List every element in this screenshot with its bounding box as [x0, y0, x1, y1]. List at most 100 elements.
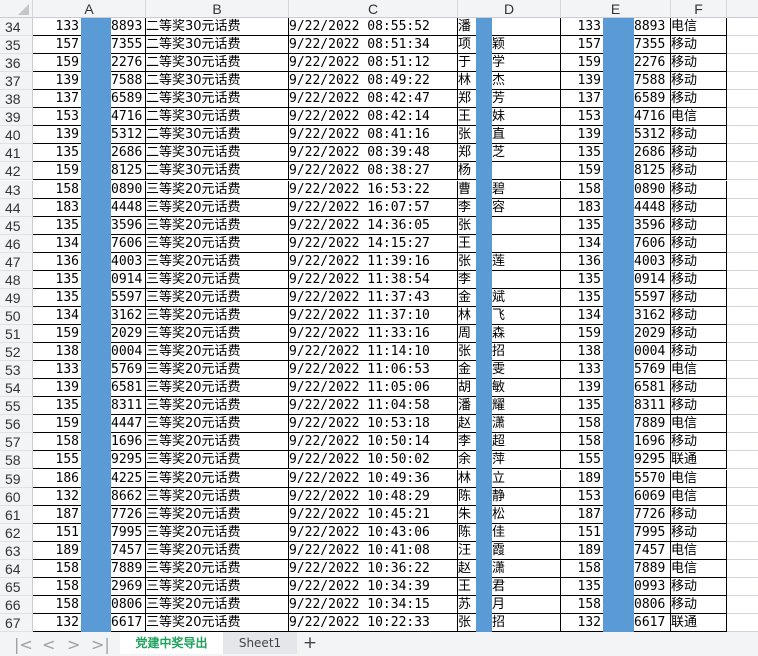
- carrier-cell[interactable]: 移动: [671, 126, 727, 145]
- phone-suffix-e[interactable]: 7588: [634, 72, 671, 91]
- prize-cell[interactable]: 三等奖20元话费: [146, 559, 289, 578]
- prize-cell[interactable]: 二等奖30元话费: [146, 72, 289, 91]
- time-cell[interactable]: 9/22/2022 10:22:33: [289, 613, 458, 632]
- phone-prefix[interactable]: 135: [33, 289, 81, 307]
- prize-cell[interactable]: 三等奖20元话费: [146, 216, 289, 235]
- phone-prefix-e[interactable]: 155: [561, 451, 603, 470]
- surname-cell[interactable]: 林: [458, 470, 476, 488]
- phone-suffix-e[interactable]: 8893: [634, 18, 671, 36]
- phone-suffix[interactable]: 6589: [111, 90, 146, 109]
- phone-prefix-e[interactable]: 151: [561, 524, 603, 542]
- empty-cell[interactable]: [727, 470, 758, 488]
- time-cell[interactable]: 9/22/2022 10:50:02: [289, 451, 458, 470]
- time-cell[interactable]: 9/22/2022 10:50:14: [289, 433, 458, 452]
- given-name-cell[interactable]: 莲: [492, 252, 561, 271]
- phone-prefix[interactable]: 132: [33, 488, 81, 506]
- phone-suffix[interactable]: 0914: [111, 270, 146, 289]
- prize-cell[interactable]: 二等奖30元话费: [146, 36, 289, 55]
- given-name-cell[interactable]: 杰: [492, 72, 561, 91]
- surname-cell[interactable]: 王: [458, 108, 476, 127]
- time-cell[interactable]: 9/22/2022 08:38:27: [289, 162, 458, 181]
- phone-suffix[interactable]: 0004: [111, 343, 146, 362]
- row-number[interactable]: 37: [0, 72, 33, 91]
- phone-prefix[interactable]: 159: [33, 415, 81, 434]
- carrier-cell[interactable]: 移动: [671, 397, 727, 416]
- phone-prefix[interactable]: 137: [33, 90, 81, 109]
- phone-prefix-e[interactable]: 158: [561, 596, 603, 614]
- empty-cell[interactable]: [727, 289, 758, 307]
- row-number[interactable]: 59: [0, 469, 33, 488]
- empty-cell[interactable]: [727, 253, 758, 271]
- carrier-cell[interactable]: 移动: [671, 234, 727, 253]
- phone-suffix-e[interactable]: 4448: [634, 198, 671, 217]
- empty-cell[interactable]: [727, 451, 758, 470]
- surname-cell[interactable]: 杨: [458, 162, 476, 181]
- time-cell[interactable]: 9/22/2022 08:41:16: [289, 126, 458, 145]
- time-cell[interactable]: 9/22/2022 10:49:36: [289, 469, 458, 488]
- carrier-cell[interactable]: 移动: [671, 523, 727, 542]
- empty-cell[interactable]: [727, 596, 758, 614]
- empty-cell[interactable]: [727, 397, 758, 416]
- carrier-cell[interactable]: 移动: [671, 577, 727, 596]
- surname-cell[interactable]: 胡: [458, 379, 476, 398]
- time-cell[interactable]: 9/22/2022 08:51:12: [289, 54, 458, 73]
- phone-prefix-e[interactable]: 139: [561, 379, 603, 398]
- phone-suffix-e[interactable]: 0004: [634, 343, 671, 362]
- phone-suffix[interactable]: 2686: [111, 144, 146, 163]
- empty-cell[interactable]: [727, 433, 758, 452]
- prize-cell[interactable]: 三等奖20元话费: [146, 469, 289, 488]
- phone-suffix-e[interactable]: 0993: [634, 577, 671, 596]
- phone-suffix[interactable]: 4447: [111, 415, 146, 434]
- surname-cell[interactable]: 张: [458, 126, 476, 145]
- carrier-cell[interactable]: 移动: [671, 343, 727, 362]
- surname-cell[interactable]: 潘: [458, 18, 476, 36]
- phone-suffix[interactable]: 8662: [111, 487, 146, 506]
- empty-cell[interactable]: [727, 542, 758, 560]
- prev-sheet-icon[interactable]: <: [42, 635, 56, 654]
- carrier-cell[interactable]: 电信: [671, 559, 727, 578]
- empty-cell[interactable]: [727, 217, 758, 235]
- phone-prefix[interactable]: 139: [33, 379, 81, 398]
- given-name-cell[interactable]: 静: [492, 487, 561, 506]
- given-name-cell[interactable]: 耀: [492, 397, 561, 416]
- phone-prefix-e[interactable]: 133: [561, 361, 603, 380]
- given-name-cell[interactable]: 飞: [492, 306, 561, 325]
- phone-suffix[interactable]: 8311: [111, 397, 146, 416]
- time-cell[interactable]: 9/22/2022 11:37:10: [289, 306, 458, 325]
- phone-suffix-e[interactable]: 7457: [634, 541, 671, 560]
- row-number[interactable]: 63: [0, 541, 33, 560]
- time-cell[interactable]: 9/22/2022 11:38:54: [289, 270, 458, 289]
- surname-cell[interactable]: 赵: [458, 560, 476, 578]
- phone-prefix[interactable]: 134: [33, 235, 81, 253]
- phone-prefix[interactable]: 139: [33, 72, 81, 91]
- phone-prefix[interactable]: 159: [33, 162, 81, 181]
- time-cell[interactable]: 9/22/2022 10:41:08: [289, 541, 458, 560]
- phone-prefix[interactable]: 135: [33, 144, 81, 163]
- row-number[interactable]: 55: [0, 397, 33, 416]
- time-cell[interactable]: 9/22/2022 08:49:22: [289, 72, 458, 91]
- time-cell[interactable]: 9/22/2022 08:42:47: [289, 90, 458, 109]
- row-number[interactable]: 38: [0, 90, 33, 109]
- phone-suffix[interactable]: 1696: [111, 433, 146, 452]
- prize-cell[interactable]: 三等奖20元话费: [146, 595, 289, 614]
- phone-suffix[interactable]: 2029: [111, 325, 146, 344]
- column-header-f[interactable]: F: [671, 0, 727, 18]
- carrier-cell[interactable]: 移动: [671, 72, 727, 91]
- surname-cell[interactable]: 周: [458, 325, 476, 344]
- row-number[interactable]: 42: [0, 162, 33, 181]
- row-number[interactable]: 58: [0, 451, 33, 470]
- row-number[interactable]: 56: [0, 415, 33, 434]
- phone-prefix[interactable]: 135: [33, 217, 81, 235]
- prize-cell[interactable]: 三等奖20元话费: [146, 180, 289, 199]
- phone-suffix[interactable]: 6617: [111, 613, 146, 632]
- phone-prefix[interactable]: 158: [33, 560, 81, 578]
- prize-cell[interactable]: 三等奖20元话费: [146, 252, 289, 271]
- carrier-cell[interactable]: 移动: [671, 325, 727, 344]
- surname-cell[interactable]: 陈: [458, 488, 476, 506]
- phone-prefix-e[interactable]: 153: [561, 108, 603, 127]
- first-sheet-icon[interactable]: |<: [14, 635, 33, 654]
- phone-prefix-e[interactable]: 153: [561, 488, 603, 506]
- given-name-cell[interactable]: 颖: [492, 36, 561, 55]
- given-name-cell[interactable]: 敏: [492, 379, 561, 398]
- empty-cell[interactable]: [727, 325, 758, 344]
